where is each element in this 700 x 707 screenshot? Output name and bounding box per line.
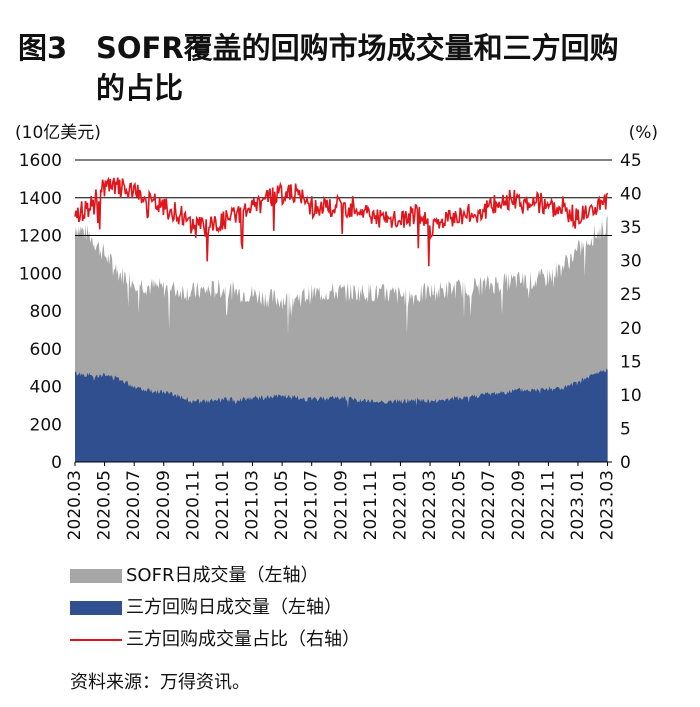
right-tick-label: 45 [620, 151, 642, 171]
left-tick-label: 600 [30, 340, 62, 360]
right-tick-label: 20 [620, 319, 642, 339]
x-tick-label: 2021.05 [272, 470, 292, 540]
left-tick-label: 1200 [19, 227, 62, 247]
chart-title: 图3 SOFR覆盖的回购市场成交量和三方回购 的占比 [18, 28, 678, 108]
legend-label-share: 三方回购成交量占比（右轴） [126, 629, 360, 650]
x-tick-label: 2021.01 [213, 470, 233, 540]
x-tick-label: 2023.01 [568, 470, 588, 540]
x-tick-label: 2020.09 [154, 470, 174, 540]
figure-number: 图3 [18, 31, 68, 65]
right-tick-label: 5 [620, 419, 631, 439]
title-line-1: SOFR覆盖的回购市场成交量和三方回购 [96, 31, 619, 65]
legend-label-sofr: SOFR日成交量（左轴） [126, 565, 319, 586]
left-tick-label: 1400 [19, 189, 62, 209]
x-tick-label: 2021.03 [243, 470, 263, 540]
right-tick-label: 15 [620, 352, 642, 372]
legend-item-sofr: SOFR日成交量（左轴） [70, 560, 360, 592]
left-tick-label: 1600 [19, 151, 62, 171]
left-axis-unit: (10亿美元) [15, 123, 101, 143]
x-tick-label: 2021.11 [361, 470, 381, 540]
left-tick-label: 800 [30, 302, 62, 322]
right-axis-unit: (%) [629, 123, 658, 143]
x-tick-label: 2020.07 [124, 470, 144, 540]
title-line-2: 的占比 [96, 71, 184, 105]
series-triparty-area [75, 368, 608, 462]
right-tick-label: 0 [620, 453, 631, 473]
left-tick-label: 0 [51, 453, 62, 473]
x-tick-label: 2022.01 [390, 470, 410, 540]
series-share-line [74, 176, 609, 267]
left-tick-label: 1000 [19, 264, 62, 284]
right-tick-label: 10 [620, 386, 642, 406]
right-tick-label: 30 [620, 252, 642, 272]
legend-item-triparty: 三方回购日成交量（左轴） [70, 592, 360, 624]
right-tick-label: 35 [620, 218, 642, 238]
legend-item-share: 三方回购成交量占比（右轴） [70, 624, 360, 656]
source-note: 资料来源：万得资讯。 [70, 672, 250, 693]
x-tick-label: 2022.09 [509, 470, 529, 540]
x-tick-label: 2021.07 [302, 470, 322, 540]
right-tick-label: 25 [620, 285, 642, 305]
x-tick-label: 2020.05 [95, 470, 115, 540]
x-tick-label: 2021.09 [331, 470, 351, 540]
legend-label-triparty: 三方回购日成交量（左轴） [126, 597, 342, 618]
left-tick-label: 400 [30, 378, 62, 398]
x-tick-label: 2022.11 [538, 470, 558, 540]
legend-swatch-triparty [70, 601, 122, 615]
x-tick-label: 2020.11 [183, 470, 203, 540]
x-tick-label: 2020.03 [65, 470, 85, 540]
x-tick-label: 2023.03 [598, 470, 618, 540]
x-tick-label: 2022.07 [479, 470, 499, 540]
legend: SOFR日成交量（左轴） 三方回购日成交量（左轴） 三方回购成交量占比（右轴） [70, 560, 360, 656]
right-tick-label: 40 [620, 185, 642, 205]
legend-swatch-sofr [70, 569, 122, 583]
left-tick-label: 200 [30, 415, 62, 435]
legend-swatch-share [70, 639, 122, 641]
x-tick-label: 2022.05 [450, 470, 470, 540]
x-tick-label: 2022.03 [420, 470, 440, 540]
